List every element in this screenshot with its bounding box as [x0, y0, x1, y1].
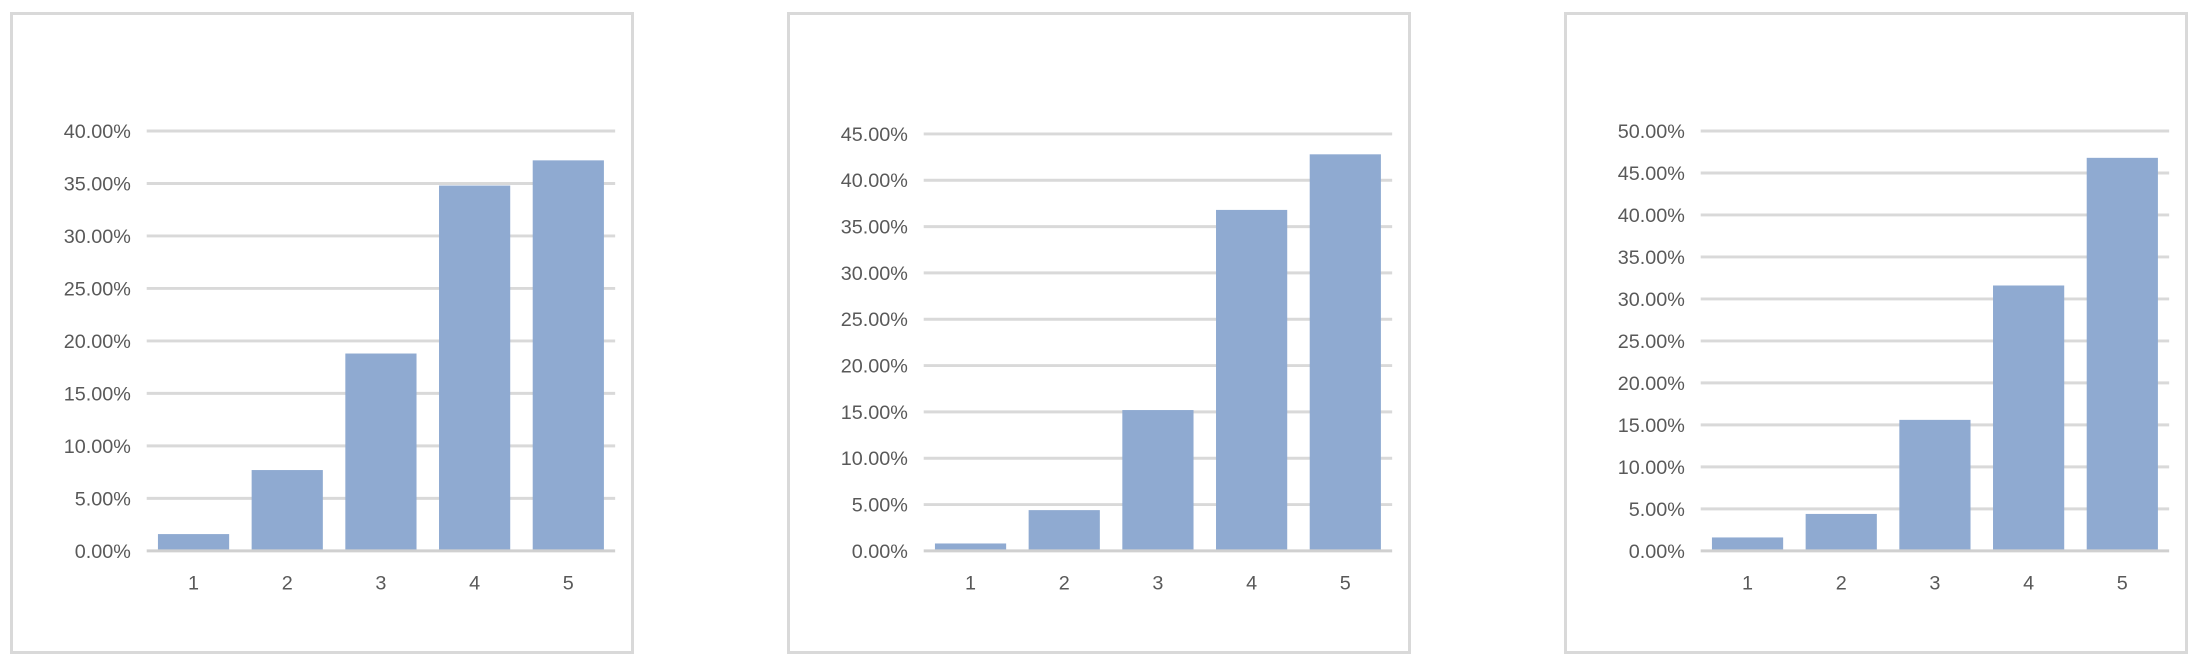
bar-1: [1711, 537, 1784, 551]
y-tick-label: 5.00%: [852, 494, 908, 516]
x-tick-label: 4: [469, 573, 480, 595]
y-tick-label: 0.00%: [75, 541, 131, 563]
x-tick-label: 5: [563, 573, 574, 595]
y-tick-label: 15.00%: [841, 402, 908, 424]
y-tick-label: 45.00%: [841, 124, 908, 146]
bar-5: [2086, 157, 2158, 551]
x-tick-label: 2: [1059, 573, 1070, 595]
y-tick-label: 15.00%: [64, 383, 131, 405]
x-tick-label: 1: [188, 573, 199, 595]
y-tick-label: 10.00%: [1618, 457, 1685, 479]
x-tick-label: 2: [282, 573, 293, 595]
bar-4: [1216, 209, 1288, 551]
bar-chart-1-plot: 0.00% 5.00% 10.00% 15.00% 20.00% 25.00% 30.00%…: [64, 121, 616, 595]
y-tick-label: 20.00%: [841, 356, 908, 378]
y-tick-label: 35.00%: [1618, 247, 1685, 269]
bar-chart-3: 0.00% 5.00% 10.00% 15.00% 20.00% 25.00% 30.00%…: [1564, 12, 2188, 654]
x-tick-label: 5: [2117, 573, 2128, 595]
bar-chart-2-plot: 0.00% 5.00% 10.00% 15.00% 20.00% 25.00% 30.00%…: [841, 124, 1393, 595]
bar-chart-1: 0.00% 5.00% 10.00% 15.00% 20.00% 25.00% 30.00%…: [10, 12, 634, 654]
y-tick-label: 30.00%: [1618, 289, 1685, 311]
y-tick-label: 35.00%: [64, 173, 131, 195]
y-tick-label: 15.00%: [1618, 415, 1685, 437]
x-tick-label: 5: [1340, 573, 1351, 595]
y-tick-label: 20.00%: [64, 331, 131, 353]
y-tick-label: 30.00%: [841, 263, 908, 285]
bar-5: [1309, 154, 1381, 551]
y-tick-label: 20.00%: [1618, 373, 1685, 395]
y-tick-label: 10.00%: [64, 436, 131, 458]
bar-3: [345, 353, 417, 551]
bar-3: [1899, 419, 1971, 551]
y-tick-label: 0.00%: [852, 541, 908, 563]
y-tick-label: 5.00%: [75, 488, 131, 510]
bar-2: [251, 470, 323, 551]
bar-2: [1028, 510, 1100, 551]
x-tick-label: 3: [1929, 573, 1940, 595]
bar-2: [1805, 513, 1877, 551]
x-tick-label: 2: [1836, 573, 1847, 595]
x-tick-label: 1: [965, 573, 976, 595]
bar-chart-2: 0.00% 5.00% 10.00% 15.00% 20.00% 25.00% 30.00%…: [787, 12, 1411, 654]
bar-5: [532, 160, 604, 551]
x-tick-label: 4: [1246, 573, 1257, 595]
y-tick-label: 5.00%: [1629, 499, 1685, 521]
bar-1: [157, 534, 230, 551]
bar-3: [1122, 410, 1194, 551]
bar-4: [1993, 285, 2065, 551]
x-tick-label: 1: [1742, 573, 1753, 595]
y-tick-label: 40.00%: [841, 170, 908, 192]
y-tick-label: 30.00%: [64, 226, 131, 248]
y-tick-label: 25.00%: [1618, 331, 1685, 353]
y-tick-label: 40.00%: [64, 121, 131, 143]
bar-1: [934, 543, 1007, 551]
y-tick-label: 40.00%: [1618, 205, 1685, 227]
y-tick-label: 25.00%: [64, 278, 131, 300]
y-tick-label: 45.00%: [1618, 163, 1685, 185]
x-tick-label: 4: [2023, 573, 2034, 595]
bar-4: [439, 185, 511, 551]
bar-chart-3-plot: 0.00% 5.00% 10.00% 15.00% 20.00% 25.00% 30.00%…: [1618, 121, 2170, 595]
y-tick-label: 10.00%: [841, 448, 908, 470]
y-tick-label: 0.00%: [1629, 541, 1685, 563]
x-tick-label: 3: [375, 573, 386, 595]
x-tick-label: 3: [1152, 573, 1163, 595]
y-tick-label: 25.00%: [841, 309, 908, 331]
y-tick-label: 50.00%: [1618, 121, 1685, 143]
y-tick-label: 35.00%: [841, 217, 908, 239]
